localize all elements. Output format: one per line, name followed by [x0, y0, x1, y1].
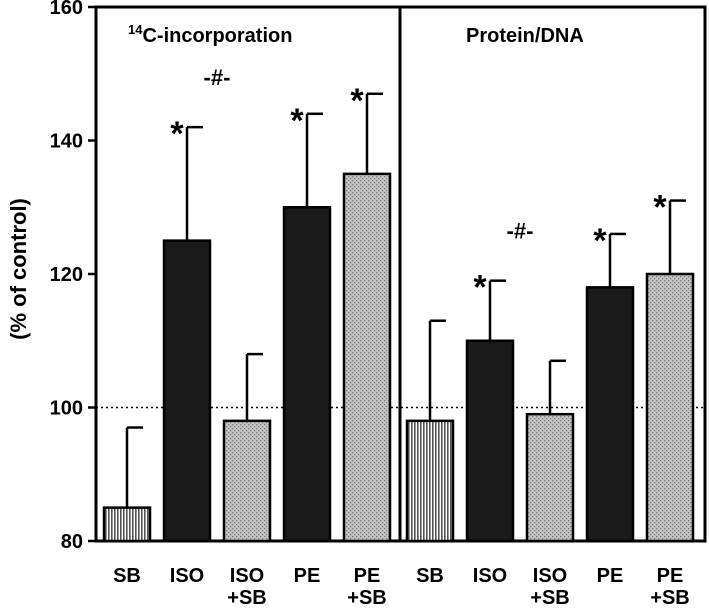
bar [342, 172, 392, 543]
bar [585, 286, 635, 543]
x-category-label: PE [294, 565, 321, 587]
panel-title-right: Protein/DNA [466, 25, 584, 47]
y-tick-label: 160 [50, 0, 83, 19]
y-tick-label: 80 [61, 531, 83, 553]
x-category-label: ISO [533, 565, 567, 587]
bar [222, 419, 272, 543]
bar [162, 239, 212, 543]
significance-star: * [593, 222, 607, 260]
x-category-label: ISO [473, 565, 507, 587]
significance-star: * [290, 102, 304, 140]
bars-layer: SB*ISO ISO+SB*PE*PE+SB-#-SB*ISO ISO+SB*PE*… [102, 65, 695, 609]
x-category-label: PE [597, 565, 624, 587]
y-axis-ticks: 80 100 120 140 160 [50, 0, 96, 553]
x-category-label: PE [354, 565, 381, 587]
y-tick-label: 120 [50, 264, 83, 286]
comparison-marker: -#- [204, 65, 231, 90]
x-category-label: PE [657, 565, 684, 587]
bar [525, 412, 575, 543]
significance-star: * [473, 269, 487, 307]
x-category-label-line2: +SB [650, 587, 689, 609]
significance-star: * [350, 82, 364, 120]
x-category-label-line2: +SB [347, 587, 386, 609]
x-category-label-line2: +SB [530, 587, 569, 609]
x-category-label: ISO [170, 565, 204, 587]
y-tick-label: 100 [50, 398, 83, 420]
comparison-marker: -#- [507, 219, 534, 244]
y-axis-label: (% of control) [6, 198, 31, 340]
bar [465, 339, 515, 543]
x-category-label: SB [416, 565, 444, 587]
bar [282, 206, 332, 543]
panel-title-left: 14C-incorporation [128, 22, 292, 47]
y-tick-label: 140 [50, 131, 83, 153]
x-category-label: SB [113, 565, 141, 587]
panel-title-left-superscript: 14 [128, 22, 143, 37]
bar [645, 272, 695, 543]
x-category-label-line2: +SB [227, 587, 266, 609]
x-category-label: ISO [230, 565, 264, 587]
significance-star: * [653, 189, 667, 227]
significance-star: * [170, 115, 184, 153]
bar [405, 419, 455, 543]
bar [102, 506, 152, 543]
panel-title-left-text: C-incorporation [142, 25, 292, 47]
